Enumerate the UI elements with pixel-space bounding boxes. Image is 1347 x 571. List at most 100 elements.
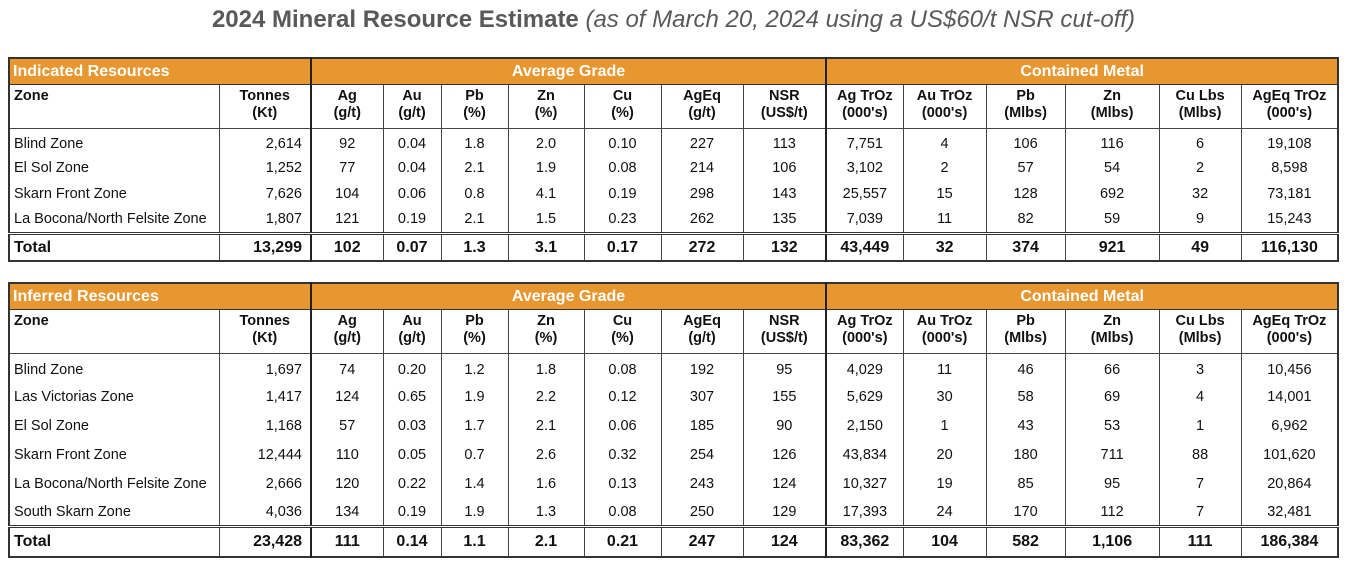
column-header: NSR (US$/t) bbox=[742, 309, 828, 354]
column-header: AgEq (g/t) bbox=[660, 309, 744, 354]
total-cell: 0.21 bbox=[583, 525, 662, 557]
column-header-unit: (%) bbox=[463, 105, 486, 121]
table-cell: 0.12 bbox=[583, 382, 662, 412]
total-cell: 921 bbox=[1064, 232, 1160, 262]
column-header-name: AgEq bbox=[683, 313, 721, 329]
column-header-name: Zn bbox=[537, 88, 555, 104]
column-header-unit: (%) bbox=[611, 105, 634, 121]
zone-name: Skarn Front Zone bbox=[8, 440, 220, 470]
group-average-grade: Average Grade bbox=[310, 57, 828, 85]
table-row: Las Victorias Zone 1,417 124 0.65 1.9 2.2 0.12… bbox=[8, 382, 1339, 412]
column-header-name: Ag bbox=[337, 88, 357, 104]
table-cell: 6,962 bbox=[1240, 411, 1339, 441]
total-cell: 104 bbox=[902, 525, 987, 557]
table-cell: 1.6 bbox=[507, 469, 585, 499]
title-subtitle: (as of March 20, 2024 using a US$60/t NS… bbox=[585, 6, 1136, 33]
column-header-name: Au bbox=[402, 313, 422, 329]
table-cell: 4.1 bbox=[507, 180, 585, 207]
total-row: Total 13,299 102 0.07 1.3 3.1 0.17 272 132 43,449… bbox=[8, 232, 1339, 262]
total-cell: 582 bbox=[985, 525, 1066, 557]
table-row: El Sol Zone 1,252 77 0.04 2.1 1.9 0.08 214 106 3,… bbox=[8, 154, 1339, 181]
column-header-row: Zone Tonnes (Kt) Ag (g/t) Au (g/t) Pb (%) Zn (%) Cu… bbox=[8, 84, 1339, 129]
total-cell: 124 bbox=[742, 525, 828, 557]
column-header-name: Tonnes bbox=[239, 313, 290, 329]
table-row: La Bocona/North Felsite Zone 2,666 120 0.22… bbox=[8, 469, 1339, 499]
table-cell: 1,168 bbox=[218, 411, 312, 441]
table-cell: 20,864 bbox=[1240, 469, 1339, 499]
table-cell: 17,393 bbox=[825, 498, 904, 527]
inferred-resources-table: Inferred Resources Average Grade Contained… bbox=[8, 282, 1340, 558]
column-header: Zn (%) bbox=[507, 84, 585, 129]
table-row: Blind Zone 2,614 92 0.04 1.8 2.0 0.10 227 113 7,7… bbox=[8, 128, 1339, 155]
column-header-unit: (Kt) bbox=[252, 105, 278, 121]
table-cell: 2,666 bbox=[218, 469, 312, 499]
table-cell: 32 bbox=[1158, 180, 1242, 207]
column-header-name: Zn bbox=[1103, 313, 1121, 329]
table-cell: 4,036 bbox=[218, 498, 312, 527]
table-row: Blind Zone 1,697 74 0.20 1.2 1.8 0.08 192 95 4,02… bbox=[8, 353, 1339, 383]
total-cell: 247 bbox=[660, 525, 744, 557]
column-header: Au (g/t) bbox=[382, 84, 442, 129]
table-cell: 11 bbox=[902, 206, 987, 234]
table-cell: 250 bbox=[660, 498, 744, 527]
column-header: Zone bbox=[8, 309, 220, 354]
column-header-unit: (g/t) bbox=[333, 105, 361, 121]
table-cell: 124 bbox=[742, 469, 828, 499]
table-cell: 74 bbox=[310, 353, 384, 383]
table-cell: 0.03 bbox=[382, 411, 442, 441]
table-cell: 113 bbox=[742, 128, 828, 155]
table-cell: 11 bbox=[902, 353, 987, 383]
table-cell: 1 bbox=[902, 411, 987, 441]
column-header: AgEq TrOz (000's) bbox=[1240, 84, 1339, 129]
total-cell: 132 bbox=[742, 232, 828, 262]
total-row: Total 23,428 111 0.14 1.1 2.1 0.21 247 124 83,362… bbox=[8, 525, 1339, 557]
table-cell: 1.8 bbox=[507, 353, 585, 383]
column-header-unit: (Kt) bbox=[252, 330, 278, 346]
table-cell: 88 bbox=[1158, 440, 1242, 470]
total-cell: 1.3 bbox=[440, 232, 509, 262]
column-header-name: Pb bbox=[465, 313, 484, 329]
table-cell: 104 bbox=[310, 180, 384, 207]
table-cell: 24 bbox=[902, 498, 987, 527]
table-row: La Bocona/North Felsite Zone 1,807 121 0.19… bbox=[8, 206, 1339, 234]
total-cell: 0.17 bbox=[583, 232, 662, 262]
total-cell: 23,428 bbox=[218, 525, 312, 557]
column-header-unit: (g/t) bbox=[688, 330, 716, 346]
zone-name: La Bocona/North Felsite Zone bbox=[8, 469, 220, 499]
table-cell: 1.9 bbox=[507, 154, 585, 181]
table-cell: 0.8 bbox=[440, 180, 509, 207]
column-header: AgEq TrOz (000's) bbox=[1240, 309, 1339, 354]
column-header: Zn (%) bbox=[507, 309, 585, 354]
table-cell: 110 bbox=[310, 440, 384, 470]
group-average-grade: Average Grade bbox=[310, 282, 828, 310]
table-cell: 32,481 bbox=[1240, 498, 1339, 527]
section-label: Indicated Resources bbox=[8, 57, 312, 85]
table-cell: 2 bbox=[1158, 154, 1242, 181]
table-cell: 20 bbox=[902, 440, 987, 470]
column-header-name: Au bbox=[402, 88, 422, 104]
table-cell: 0.08 bbox=[583, 353, 662, 383]
table-cell: 1,417 bbox=[218, 382, 312, 412]
table-cell: 4 bbox=[1158, 382, 1242, 412]
column-header-name: Pb bbox=[1016, 313, 1035, 329]
total-cell: 0.07 bbox=[382, 232, 442, 262]
table-cell: 106 bbox=[985, 128, 1066, 155]
total-label: Total bbox=[8, 525, 220, 557]
column-header-unit: (000's) bbox=[842, 105, 888, 121]
table-cell: 129 bbox=[742, 498, 828, 527]
table-cell: 1,697 bbox=[218, 353, 312, 383]
page-title: 2024 Mineral Resource Estimate (as of Ma… bbox=[0, 6, 1347, 34]
section-band: Indicated Resources Average Grade Containe… bbox=[8, 57, 1339, 85]
column-header-name: AgEq TrOz bbox=[1252, 313, 1327, 329]
total-cell: 1.1 bbox=[440, 525, 509, 557]
total-cell: 0.14 bbox=[382, 525, 442, 557]
table-cell: 19,108 bbox=[1240, 128, 1339, 155]
column-header: Zone bbox=[8, 84, 220, 129]
total-cell: 3.1 bbox=[507, 232, 585, 262]
table-cell: 1,252 bbox=[218, 154, 312, 181]
table-cell: 7,626 bbox=[218, 180, 312, 207]
column-header-unit: (000's) bbox=[921, 105, 968, 121]
column-header-name: AgEq TrOz bbox=[1252, 88, 1327, 104]
table-cell: 0.19 bbox=[583, 180, 662, 207]
table-cell: 10,456 bbox=[1240, 353, 1339, 383]
